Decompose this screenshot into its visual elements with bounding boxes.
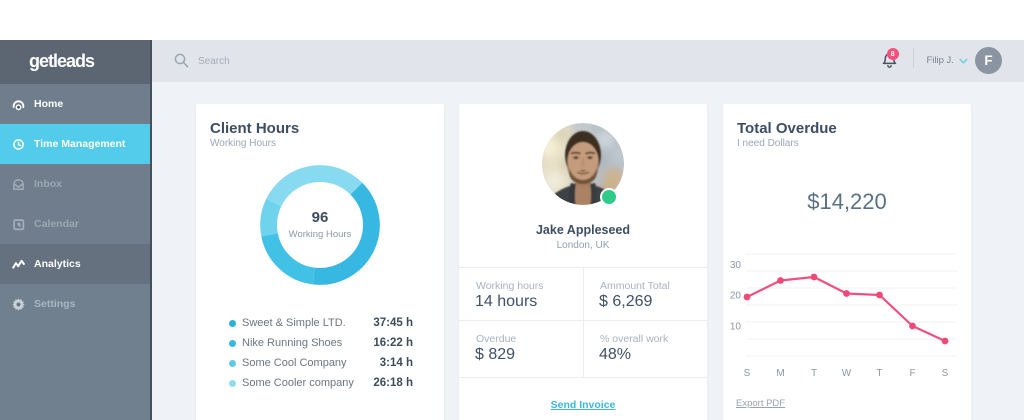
svg-text:30: 30 (730, 260, 742, 271)
svg-text:10: 10 (730, 322, 742, 333)
svg-text:20: 20 (730, 291, 742, 302)
